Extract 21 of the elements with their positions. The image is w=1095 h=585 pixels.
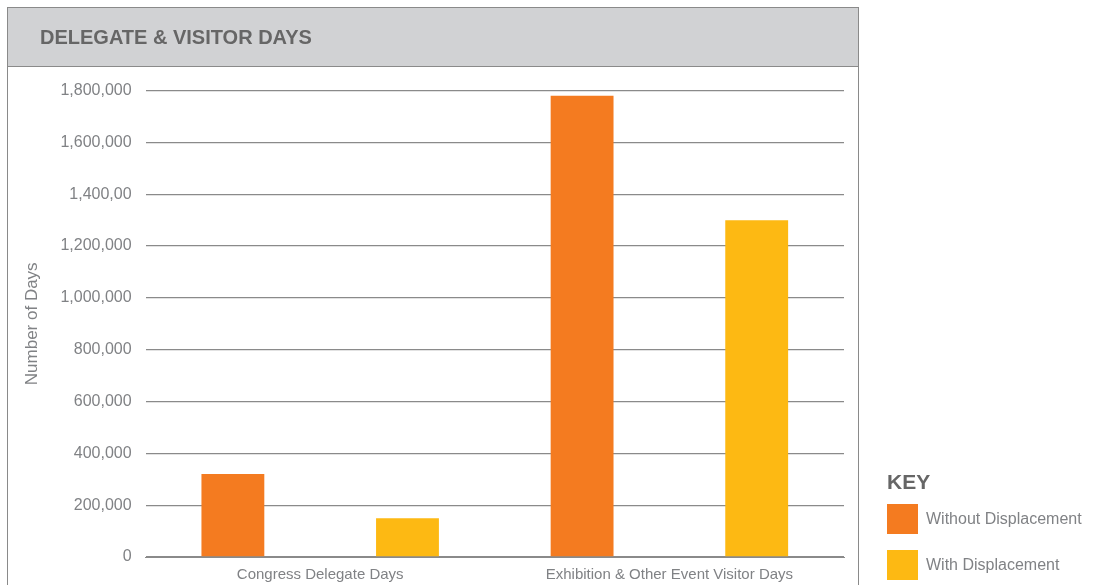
legend-label: With Displacement (926, 556, 1060, 574)
legend-label: Without Displacement (926, 510, 1082, 528)
y-tick-label: 1,000,000 (60, 288, 132, 306)
y-tick-label: 600,000 (73, 391, 132, 409)
bar (725, 220, 789, 557)
bar (201, 474, 265, 557)
y-tick-label: 200,000 (73, 495, 132, 513)
bar (376, 518, 439, 557)
y-tick-label: 400,000 (73, 443, 132, 461)
chart-title: DELEGATE & VISITOR DAYS (8, 8, 858, 67)
x-tick-label: Congress Delegate Days (236, 565, 404, 583)
legend-title: KEY (887, 470, 932, 494)
y-axis-title: Number of Days (21, 262, 41, 386)
x-tick-label: Exhibition & Other Event Visitor Days (545, 565, 794, 583)
y-tick-label: 800,000 (73, 340, 132, 358)
y-tick-label: 1,600,000 (60, 132, 132, 150)
y-tick-label: 1,200,000 (60, 236, 132, 254)
y-tick-label: 1,400,00 (69, 184, 132, 202)
y-tick-label: 0 (122, 547, 132, 565)
y-tick-label: 1,800,000 (60, 81, 132, 99)
bar (550, 95, 614, 557)
